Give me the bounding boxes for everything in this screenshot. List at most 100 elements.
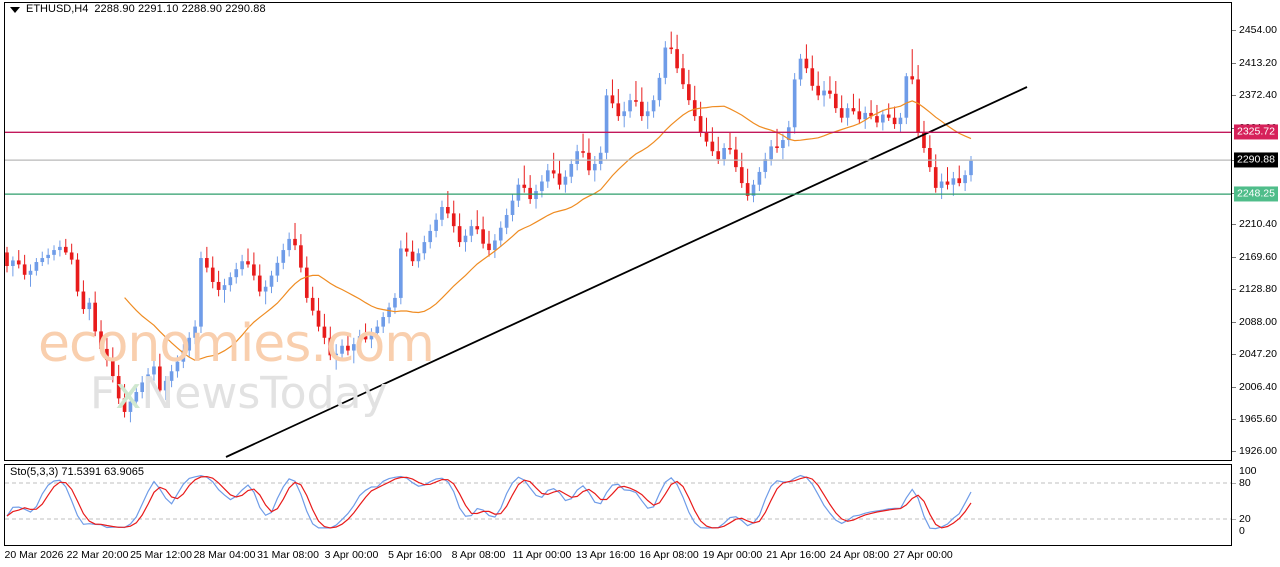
candle-body — [52, 250, 56, 255]
candle-body — [446, 207, 450, 214]
candle-body — [228, 277, 233, 286]
candle-body — [945, 181, 950, 185]
candle-body — [916, 79, 920, 133]
candle-body — [216, 281, 221, 290]
candle-body — [963, 175, 967, 184]
support-level-badge[interactable]: 2248.25 — [1234, 186, 1278, 202]
candle-body — [845, 108, 850, 118]
stochastic-canvas[interactable] — [5, 465, 1231, 545]
candle-body — [769, 146, 773, 160]
candle-body — [475, 226, 480, 230]
candle-body — [822, 90, 826, 96]
candle-body — [563, 176, 568, 185]
candle-body — [310, 297, 315, 311]
candle-body — [534, 191, 538, 200]
candle-body — [734, 149, 738, 168]
candle-body — [193, 326, 197, 338]
stochastic-label: Sto(5,3,3) 71.5391 63.9065 — [10, 466, 144, 478]
candle-body — [28, 270, 33, 275]
candle-body — [363, 336, 368, 340]
candle-body — [692, 100, 697, 117]
candle-body — [939, 181, 944, 188]
candle-body — [481, 229, 485, 244]
candle-body — [152, 366, 156, 375]
time-axis-tick: 16 Apr 08:00 — [639, 549, 699, 561]
candle-body — [69, 252, 74, 260]
candle-body — [75, 259, 80, 292]
time-axis-tick: 20 Mar 2026 — [4, 549, 64, 561]
candle-body — [58, 246, 62, 251]
candle-body — [710, 141, 715, 152]
candle-body — [493, 240, 497, 251]
candle-body — [857, 111, 862, 120]
candle-body — [440, 207, 444, 220]
candle-body — [93, 302, 97, 332]
candle-body — [739, 167, 744, 184]
candle-body — [393, 297, 397, 308]
ohlc-values: 2288.90 2291.10 2288.90 2290.88 — [94, 3, 266, 15]
candle-body — [299, 245, 303, 268]
candle-body — [40, 258, 45, 263]
price-axis[interactable]: 2454.002413.202372.402331.602290.802250.… — [1232, 2, 1280, 461]
candle-body — [722, 148, 726, 160]
candle-body — [833, 93, 838, 109]
time-axis-tick: 8 Apr 08:00 — [451, 549, 506, 561]
candle-body — [163, 380, 168, 391]
candle-body — [199, 258, 203, 327]
time-axis-tick: 11 Apr 00:00 — [512, 549, 572, 561]
stochastic-axis-tick: 20 — [1232, 513, 1251, 525]
candle-body — [281, 250, 286, 263]
candle-body — [457, 226, 462, 243]
candle-body — [610, 95, 615, 104]
candle-body — [775, 146, 779, 148]
candle-body — [839, 108, 844, 118]
candle-body — [210, 267, 215, 282]
candle-body — [904, 76, 909, 118]
candle-body — [22, 264, 27, 275]
candle-body — [516, 184, 521, 201]
current-price-badge[interactable]: 2290.88 — [1234, 152, 1278, 168]
candle-body — [451, 213, 456, 227]
candle-body — [910, 76, 915, 80]
price-chart-panel[interactable] — [4, 2, 1232, 461]
candle-body — [287, 238, 291, 251]
candle-body — [687, 84, 691, 101]
candle-body — [122, 398, 127, 412]
candle-body — [63, 246, 68, 253]
horizontal-level-lines — [5, 131, 1231, 195]
candle-body — [463, 235, 468, 243]
candle-body — [187, 337, 192, 351]
candle-body — [240, 261, 244, 270]
candle-body — [634, 100, 638, 102]
price-axis-tick: 2128.80 — [1232, 283, 1277, 295]
symbol-header[interactable]: ETHUSD,H4 2288.90 2291.10 2288.90 2290.8… — [10, 3, 266, 15]
candle-body — [875, 116, 879, 123]
time-axis[interactable]: 20 Mar 2026 22 Mar 20:00 25 Mar 12:00 28 Ma… — [4, 548, 1232, 564]
candle-body — [351, 344, 356, 351]
time-axis-tick: 5 Apr 16:00 — [388, 549, 442, 561]
candle-body — [110, 360, 115, 377]
candle-body — [969, 160, 973, 176]
candle-body — [587, 152, 591, 171]
candle-body — [704, 132, 709, 142]
candle-body — [140, 382, 145, 392]
candle-body — [810, 68, 815, 86]
time-axis-tick: 21 Apr 16:00 — [766, 549, 826, 561]
chevron-down-icon[interactable] — [10, 6, 20, 13]
symbol-label: ETHUSD,H4 — [26, 3, 89, 15]
candle-body — [116, 376, 121, 399]
stochastic-panel[interactable] — [4, 464, 1232, 546]
candle-body — [575, 151, 579, 164]
candle-body — [663, 47, 668, 78]
candle-body — [175, 361, 180, 372]
candle-body — [716, 151, 721, 160]
price-chart-canvas[interactable] — [5, 3, 1231, 460]
price-axis-tick: 2413.20 — [1232, 57, 1277, 69]
candle-body — [346, 345, 350, 351]
resistance-level-badge[interactable]: 2325.72 — [1234, 124, 1278, 140]
candle-body — [222, 285, 227, 290]
candle-body — [469, 226, 474, 236]
candle-body — [269, 275, 274, 287]
time-axis-tick: 3 Apr 00:00 — [324, 549, 379, 561]
